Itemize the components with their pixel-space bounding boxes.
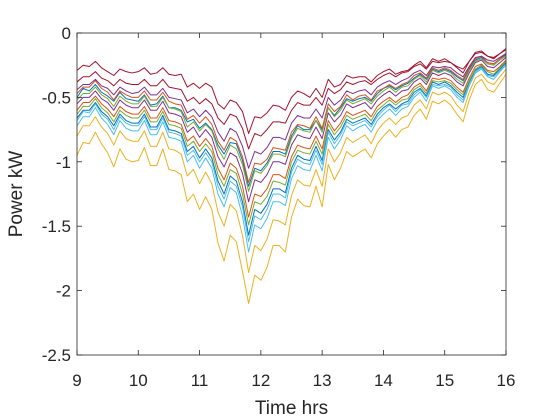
y-tick-label-4: -1.5 — [42, 217, 71, 236]
series-line-8 — [76, 49, 507, 150]
series-layer — [76, 48, 507, 304]
series-line-3 — [76, 53, 507, 183]
x-tick-label-1: 9 — [72, 371, 81, 390]
series-line-7 — [76, 64, 507, 253]
series-line-1 — [76, 48, 507, 134]
x-tick-label-8: 16 — [497, 371, 516, 390]
x-tick-label-4: 12 — [251, 371, 270, 390]
series-line-2 — [76, 54, 507, 187]
series-line-13 — [76, 60, 507, 226]
y-tick-label-6: -2.5 — [42, 346, 71, 365]
ticks-layer: 9 10 11 12 13 14 15 16 0 -0.5 -1 -1.5 -2 -2.5 — [42, 24, 516, 390]
x-tick-label-5: 13 — [313, 371, 332, 390]
series-line-9 — [76, 62, 507, 236]
series-line-6 — [76, 55, 507, 192]
x-tick-label-6: 14 — [374, 371, 393, 390]
x-tick-label-7: 15 — [435, 371, 454, 390]
series-line-12 — [76, 53, 507, 169]
series-line-4 — [76, 73, 507, 304]
y-tick-label-1: 0 — [62, 24, 71, 43]
x-axis-label: Time hrs — [255, 398, 328, 419]
y-tick-label-2: -0.5 — [42, 88, 71, 107]
x-tick-label-2: 10 — [129, 371, 148, 390]
series-line-11 — [76, 68, 507, 274]
plot-frame — [76, 32, 507, 356]
series-line-5 — [76, 57, 507, 203]
y-axis-label: Power kW — [6, 151, 27, 238]
y-tick-label-5: -2 — [56, 282, 71, 301]
series-line-14 — [76, 63, 507, 243]
x-tick-label-3: 11 — [191, 371, 209, 390]
series-line-10 — [76, 59, 507, 218]
y-tick-label-3: -1 — [56, 153, 71, 172]
